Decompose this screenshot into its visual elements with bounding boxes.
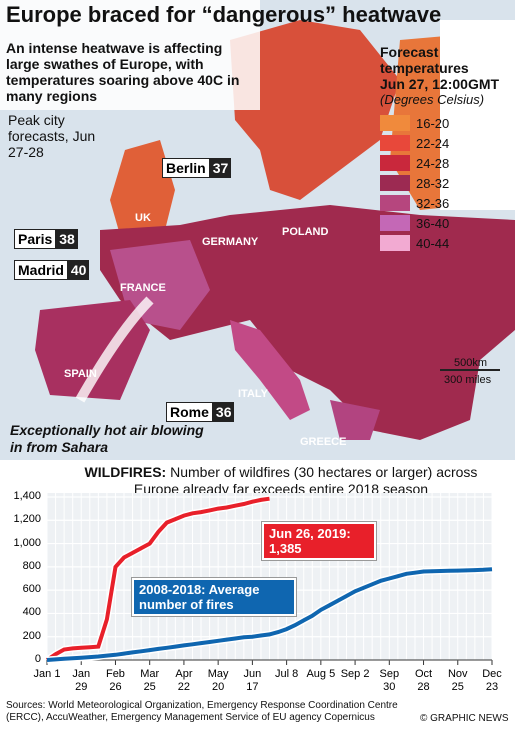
city-name: Berlin — [162, 158, 210, 178]
scandinavia — [230, 20, 400, 200]
country-label: GREECE — [300, 436, 347, 448]
y-tick-label: 0 — [34, 653, 41, 665]
sahara-annotation: Exceptionally hot air blowing in from Sa… — [10, 422, 204, 455]
subtitle: An intense heatwave is affecting large s… — [6, 40, 240, 104]
legend-title: Jun 27, 12:00GMT — [380, 76, 500, 92]
map-note: Peak city forecasts, Jun 27-28 — [8, 112, 96, 160]
legend-label: 32-36 — [416, 195, 450, 211]
legend-label: 16-20 — [416, 115, 450, 131]
x-tick-label: Dec 23 — [482, 668, 502, 693]
country-label: FRANCE — [120, 282, 166, 294]
country-label: POLAND — [282, 226, 329, 238]
scale-km: 500km — [454, 357, 488, 369]
x-tick-label: Apr 22 — [175, 668, 193, 693]
city-name: Paris — [14, 229, 57, 249]
x-tick-label: Mar 25 — [140, 668, 160, 693]
y-tick-label: 800 — [22, 559, 41, 572]
legend-swatch — [380, 195, 410, 211]
country-label: SPAIN — [64, 368, 97, 380]
header-bg — [0, 0, 260, 110]
legend-item: 40-44 — [380, 233, 510, 253]
legend-item: 36-40 — [380, 213, 510, 233]
x-tick-label: May 20 — [207, 668, 229, 693]
sahara-arrow — [75, 296, 154, 403]
plot-bg — [47, 493, 492, 660]
map — [0, 0, 515, 460]
chart-subtitle: Number of wildfires (30 hectares or larg… — [133, 464, 478, 497]
legend-item: 24-28 — [380, 153, 510, 173]
city-temp: 38 — [56, 229, 78, 249]
city-label: Madrid 40 — [14, 260, 90, 280]
city-temp: 40 — [67, 260, 90, 280]
chart-title: WILDFIRES: — [84, 464, 167, 480]
y-tick-label: 1,200 — [13, 513, 41, 526]
title: Europe braced for “dangerous” heatwave — [6, 2, 442, 27]
legend-swatch — [380, 235, 410, 251]
y-tick-label: 1,000 — [13, 536, 41, 549]
scale-miles: 300 miles — [444, 374, 492, 386]
y-tick-label: 400 — [22, 606, 41, 619]
italy — [230, 320, 310, 420]
legend-bg — [440, 20, 515, 210]
legend-item: 22-24 — [380, 133, 510, 153]
legend-swatch — [380, 115, 410, 131]
legend-label: 28-32 — [416, 175, 450, 191]
x-tick-label: Jun 17 — [243, 668, 262, 693]
x-tick-label: Jan 1 — [33, 668, 61, 680]
x-tick-label: Jul 8 — [274, 668, 299, 680]
legend-item: 16-20 — [380, 113, 510, 133]
spain — [35, 300, 150, 400]
y-tick-label: 1,400 — [13, 490, 41, 502]
y-tick-label: 600 — [22, 583, 41, 596]
chart-heading: WILDFIRES: Number of wildfires (30 hecta… — [66, 464, 496, 498]
greece — [330, 400, 380, 440]
city-label: Paris 38 — [14, 229, 78, 249]
country-label: UK — [135, 212, 151, 224]
legend-item: 32-36 — [380, 193, 510, 213]
credit: © GRAPHIC NEWS — [420, 713, 509, 724]
legend-title: Forecast — [380, 44, 439, 60]
city-name: Madrid — [14, 260, 68, 280]
legend-swatch — [380, 175, 410, 191]
x-tick-label: Feb 26 — [105, 668, 125, 693]
uk — [110, 140, 175, 235]
x-tick-label: Aug 5 — [306, 668, 336, 680]
legend-label: 36-40 — [416, 215, 450, 231]
country-label: ITALY — [238, 388, 268, 400]
x-tick-label: Oct 28 — [414, 668, 433, 693]
series-annotation: Jun 26, 2019: 1,385 — [262, 522, 376, 560]
series-annotation: 2008-2018: Average number of fires — [132, 578, 296, 616]
legend-label: 22-24 — [416, 135, 450, 151]
legend-label: 24-28 — [416, 155, 450, 171]
legend-swatch — [380, 155, 410, 171]
x-tick-label: Sep 2 — [340, 668, 370, 680]
legend-swatch — [380, 135, 410, 151]
x-tick-label: Jan 29 — [72, 668, 91, 693]
y-tick-label: 200 — [22, 629, 41, 642]
country-label: GERMANY — [202, 236, 259, 248]
sources: Sources: World Meteorological Organizati… — [6, 700, 398, 723]
city-name: Rome — [166, 402, 213, 422]
city-label: Rome 36 — [166, 402, 235, 422]
legend-title: temperatures — [380, 60, 469, 76]
continent — [100, 205, 515, 440]
city-label: Berlin 37 — [162, 158, 232, 178]
legend-subtitle: (Degrees Celsius) — [380, 92, 485, 107]
legend-label: 40-44 — [416, 235, 450, 251]
x-tick-label: Nov 25 — [447, 668, 468, 693]
legend-item: 28-32 — [380, 173, 510, 193]
city-temp: 37 — [209, 158, 232, 178]
legend: Forecast temperatures Jun 27, 12:00GMT (Deg… — [380, 44, 510, 253]
city-temp: 36 — [212, 402, 235, 422]
x-tick-label: Sep 30 — [379, 668, 400, 693]
legend-swatch — [380, 215, 410, 231]
